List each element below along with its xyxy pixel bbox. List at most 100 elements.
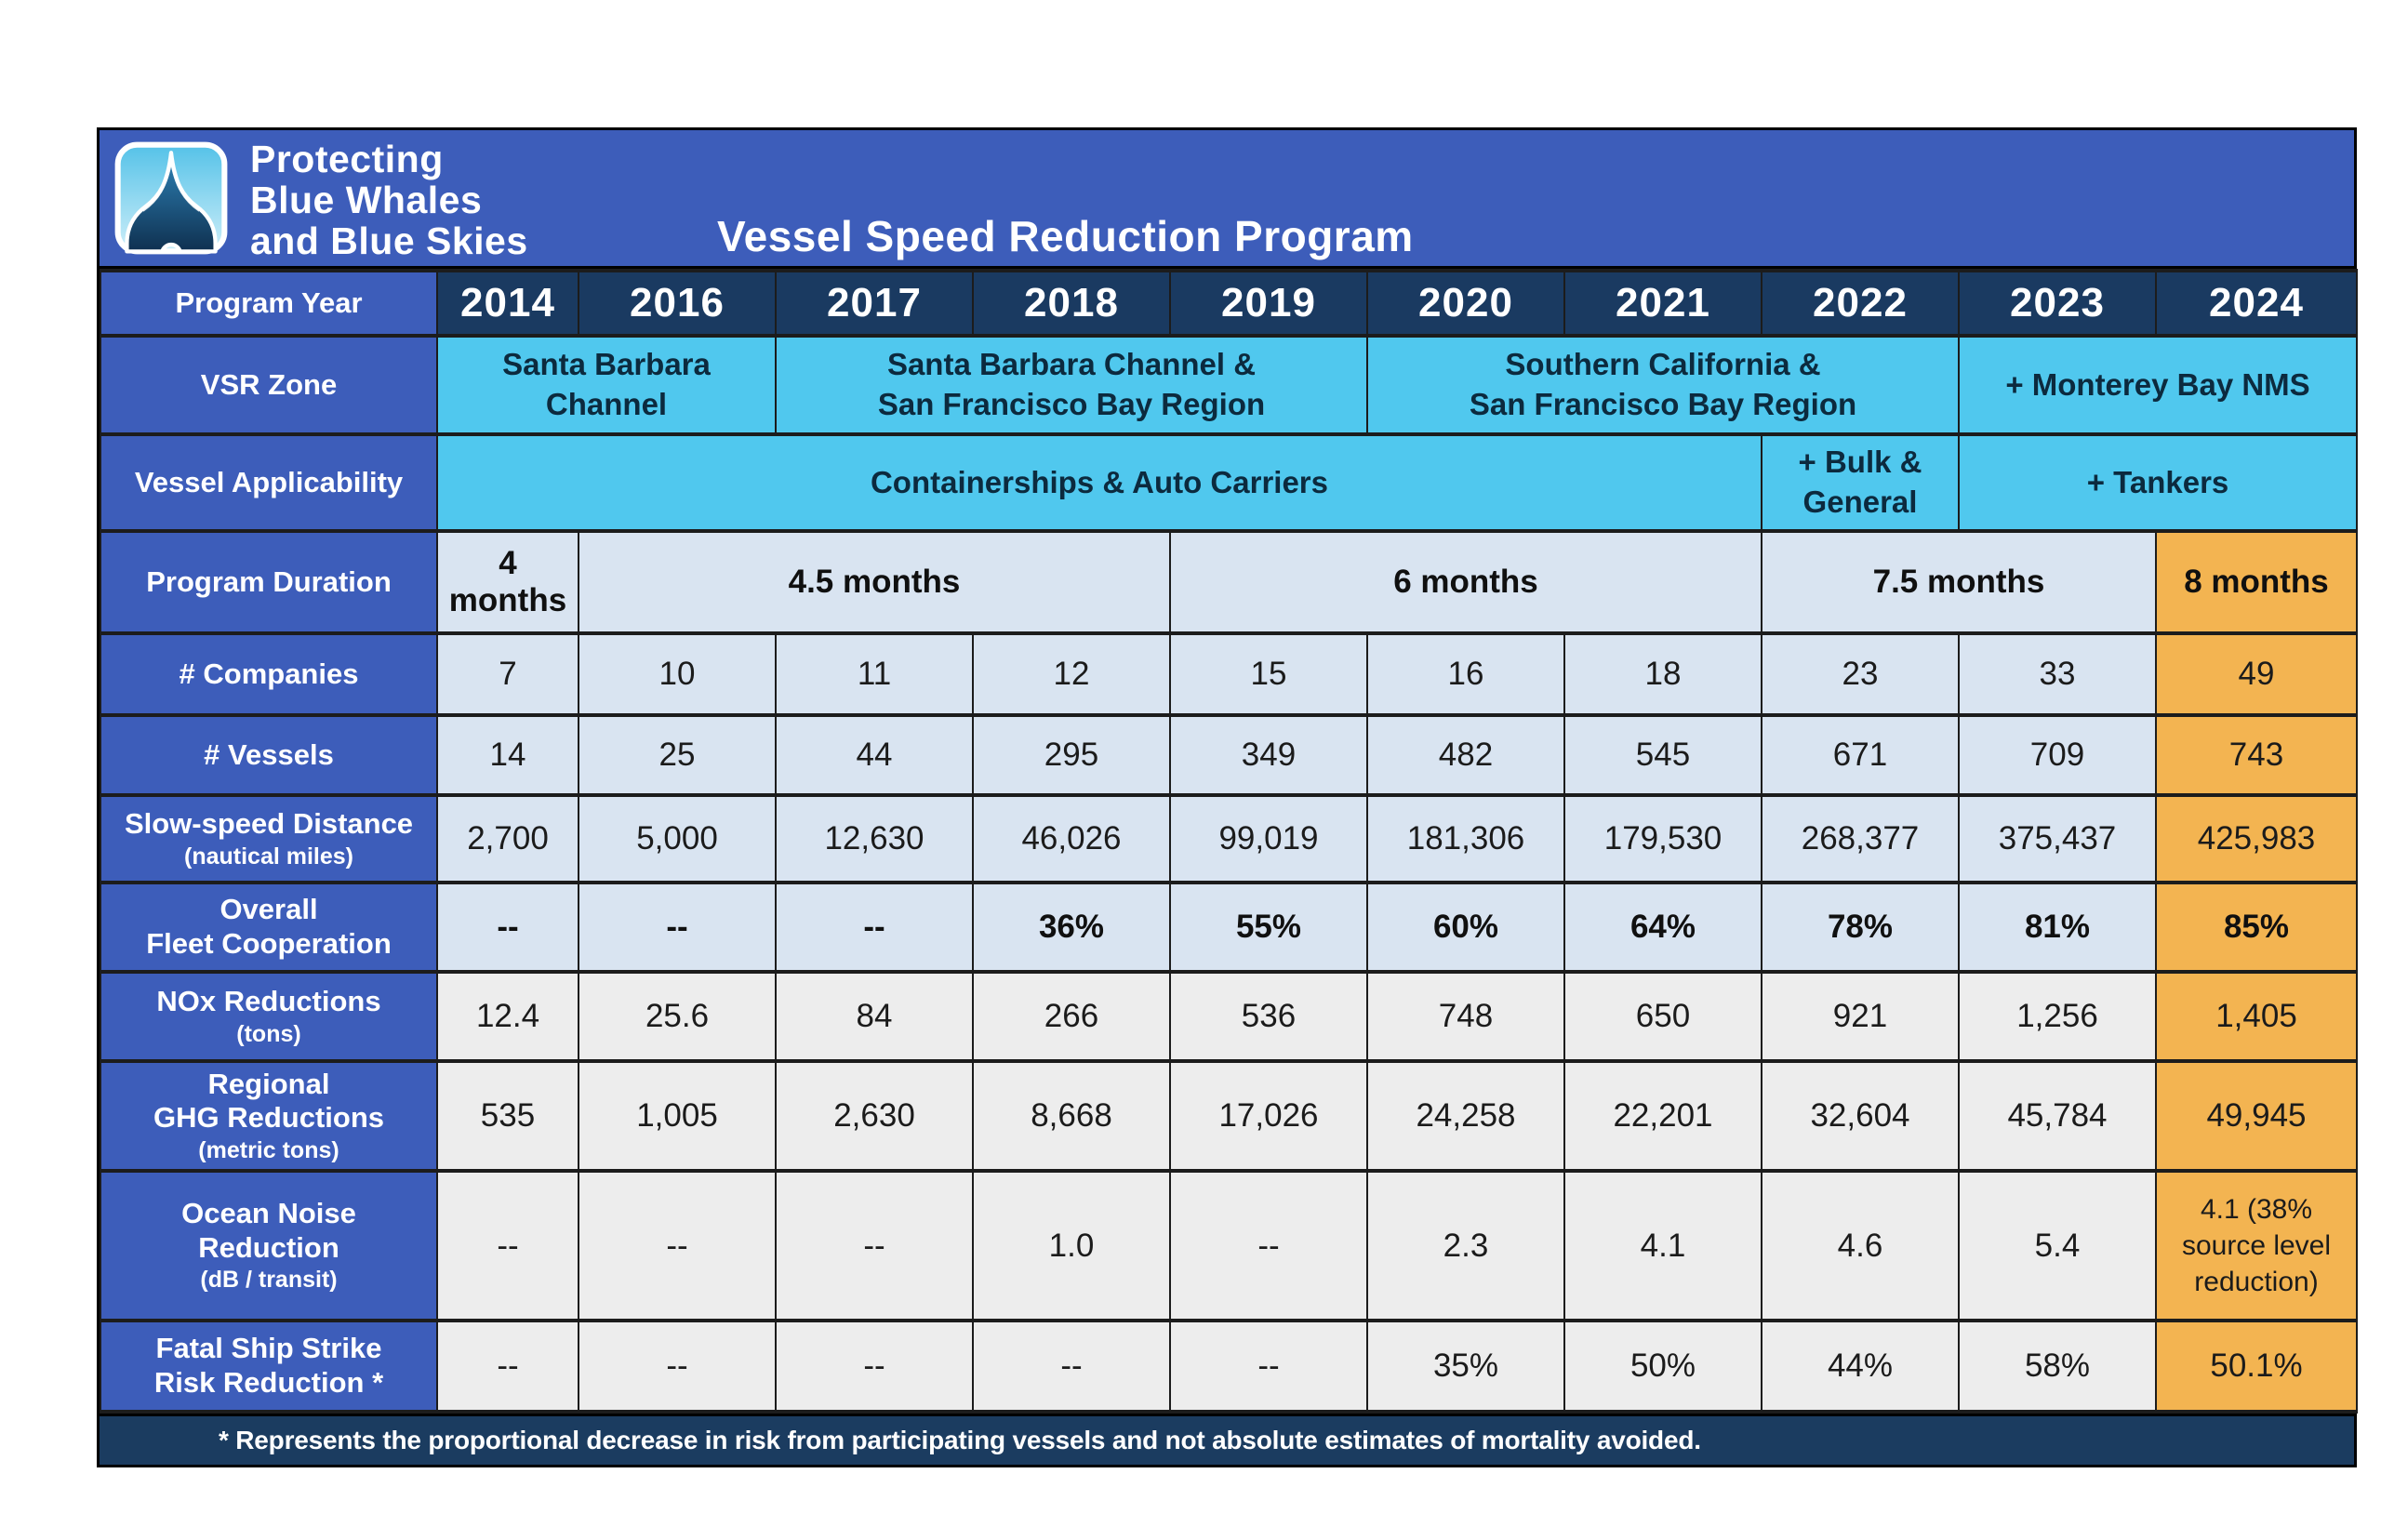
value-cell-ship-strike-2022: 44% <box>1761 1319 1960 1414</box>
value-cell-fleet-cooperation-2022: 78% <box>1761 881 1960 974</box>
value-cell-ship-strike-2024: 50.1% <box>2155 1319 2358 1414</box>
value-cell-vessels-2023: 709 <box>1958 713 2157 797</box>
value-cell-fleet-cooperation-2020: 60% <box>1366 881 1565 974</box>
row-label-ocean-noise: Ocean Noise Reduction (dB / transit) <box>100 1169 438 1322</box>
row-label-ghg-reductions: Regional GHG Reductions (metric tons) <box>100 1059 438 1173</box>
brand-wordmark: Protecting Blue Whales and Blue Skies <box>250 139 528 262</box>
value-cell-ocean-noise-2014: -- <box>436 1169 579 1322</box>
value-cell-slow-speed-distance-2016: 5,000 <box>578 793 777 884</box>
value-cell-ocean-noise-2021: 4.1 <box>1563 1169 1762 1322</box>
value-cell-companies-2022: 23 <box>1761 631 1960 717</box>
brand-line-2: Blue Whales <box>250 178 483 221</box>
row-label-companies: # Companies <box>100 631 438 717</box>
header-band: Protecting Blue Whales and Blue Skies Ve… <box>100 130 2354 269</box>
value-cell-nox-reductions-2022: 921 <box>1761 970 1960 1063</box>
value-cell-slow-speed-distance-2023: 375,437 <box>1958 793 2157 884</box>
value-cell-vessels-2021: 545 <box>1563 713 1762 797</box>
span-cell-vsr-zone: + Monterey Bay NMS <box>1958 334 2358 436</box>
value-cell-ocean-noise-2019: -- <box>1169 1169 1368 1322</box>
value-cell-nox-reductions-2016: 25.6 <box>578 970 777 1063</box>
whale-tail-icon <box>114 141 228 255</box>
value-cell-ghg-reductions-2023: 45,784 <box>1958 1059 2157 1173</box>
footnote-bar: * Represents the proportional decrease i… <box>100 1414 2354 1465</box>
table-row-ghg-reductions: Regional GHG Reductions (metric tons) 535 1… <box>100 1059 2358 1173</box>
value-cell-ship-strike-2014: -- <box>436 1319 579 1414</box>
row-sublabel-nox-reductions: (tons) <box>236 1020 301 1047</box>
value-cell-ship-strike-2019: -- <box>1169 1319 1368 1414</box>
table-row-companies: # Companies 7 10 11 12 15 16 18 23 33 49 <box>100 631 2358 717</box>
value-cell-companies-2014: 7 <box>436 631 579 717</box>
year-header-2018: 2018 <box>972 269 1171 338</box>
year-header-2016: 2016 <box>578 269 777 338</box>
vsr-program-poster: Protecting Blue Whales and Blue Skies Ve… <box>97 127 2358 1467</box>
year-header-2020: 2020 <box>1366 269 1565 338</box>
value-cell-companies-2019: 15 <box>1169 631 1368 717</box>
year-header-2024: 2024 <box>2155 269 2358 338</box>
value-cell-ship-strike-2018: -- <box>972 1319 1171 1414</box>
value-cell-slow-speed-distance-2018: 46,026 <box>972 793 1171 884</box>
year-header-2014: 2014 <box>436 269 579 338</box>
year-header-2022: 2022 <box>1761 269 1960 338</box>
value-cell-slow-speed-distance-2017: 12,630 <box>775 793 974 884</box>
value-cell-vessels-2022: 671 <box>1761 713 1960 797</box>
value-cell-nox-reductions-2019: 536 <box>1169 970 1368 1063</box>
row-sublabel-ocean-noise: (dB / transit) <box>200 1267 338 1294</box>
vsr-program-table: Program Year 2014 2016 2017 2018 2019 2020 2021… <box>100 269 2358 1414</box>
row-label-program-year: Program Year <box>100 269 438 338</box>
row-label-program-duration: Program Duration <box>100 529 438 635</box>
brand-line-3: and Blue Skies <box>250 219 528 262</box>
table-row-program-duration: Program Duration 4 months 4.5 months 6 mont… <box>100 529 2358 635</box>
year-header-2019: 2019 <box>1169 269 1368 338</box>
value-cell-fleet-cooperation-2018: 36% <box>972 881 1171 974</box>
value-cell-companies-2024: 49 <box>2155 631 2358 717</box>
value-cell-ship-strike-2017: -- <box>775 1319 974 1414</box>
span-cell-vsr-zone: Santa Barbara Channel <box>436 334 777 436</box>
value-cell-ghg-reductions-2024: 49,945 <box>2155 1059 2358 1173</box>
span-cell-vsr-zone: Southern California & San Francisco Bay … <box>1366 334 1960 436</box>
table-row-nox-reductions: NOx Reductions (tons) 12.4 25.6 84 266 536 748 6… <box>100 970 2358 1063</box>
value-cell-ocean-noise-2016: -- <box>578 1169 777 1322</box>
span-cell-program-duration: 4.5 months <box>578 529 1171 635</box>
year-header-2023: 2023 <box>1958 269 2157 338</box>
table-row-ship-strike: Fatal Ship Strike Risk Reduction * -- -- --… <box>100 1319 2358 1414</box>
span-cell-program-duration: 6 months <box>1169 529 1762 635</box>
value-cell-ocean-noise-2018: 1.0 <box>972 1169 1171 1322</box>
row-sublabel-ghg-reductions: (metric tons) <box>198 1136 339 1163</box>
table-row-ocean-noise: Ocean Noise Reduction (dB / transit) -- -- -… <box>100 1169 2358 1322</box>
value-cell-ghg-reductions-2018: 8,668 <box>972 1059 1171 1173</box>
value-cell-ghg-reductions-2014: 535 <box>436 1059 579 1173</box>
value-cell-vessels-2016: 25 <box>578 713 777 797</box>
footnote-text: * Represents the proportional decrease i… <box>219 1426 1701 1454</box>
value-cell-companies-2018: 12 <box>972 631 1171 717</box>
value-cell-vessels-2017: 44 <box>775 713 974 797</box>
value-cell-vessels-2019: 349 <box>1169 713 1368 797</box>
value-cell-nox-reductions-2021: 650 <box>1563 970 1762 1063</box>
row-label-ship-strike: Fatal Ship Strike Risk Reduction * <box>100 1319 438 1414</box>
page-title: Vessel Speed Reduction Program <box>717 212 1414 260</box>
value-cell-ship-strike-2016: -- <box>578 1319 777 1414</box>
value-cell-ghg-reductions-2022: 32,604 <box>1761 1059 1960 1173</box>
row-label-nox-reductions: NOx Reductions (tons) <box>100 970 438 1063</box>
value-cell-ship-strike-2020: 35% <box>1366 1319 1565 1414</box>
value-cell-fleet-cooperation-2021: 64% <box>1563 881 1762 974</box>
value-cell-nox-reductions-2014: 12.4 <box>436 970 579 1063</box>
table-row-vessel-applicability: Vessel Applicability Containerships & Aut… <box>100 432 2358 533</box>
value-cell-vessels-2024: 743 <box>2155 713 2358 797</box>
value-cell-ocean-noise-2023: 5.4 <box>1958 1169 2157 1322</box>
value-cell-ghg-reductions-2017: 2,630 <box>775 1059 974 1173</box>
value-cell-vessels-2018: 295 <box>972 713 1171 797</box>
value-cell-slow-speed-distance-2022: 268,377 <box>1761 793 1960 884</box>
value-cell-fleet-cooperation-2017: -- <box>775 881 974 974</box>
row-label-vsr-zone: VSR Zone <box>100 334 438 436</box>
span-cell-vessel-applicability: + Bulk & General <box>1761 432 1960 533</box>
span-cell-vessel-applicability: + Tankers <box>1958 432 2358 533</box>
value-cell-fleet-cooperation-2023: 81% <box>1958 881 2157 974</box>
row-label-vessels: # Vessels <box>100 713 438 797</box>
value-cell-ship-strike-2023: 58% <box>1958 1319 2157 1414</box>
value-cell-fleet-cooperation-2019: 55% <box>1169 881 1368 974</box>
value-cell-companies-2020: 16 <box>1366 631 1565 717</box>
value-cell-fleet-cooperation-2016: -- <box>578 881 777 974</box>
value-cell-nox-reductions-2018: 266 <box>972 970 1171 1063</box>
value-cell-ocean-noise-2022: 4.6 <box>1761 1169 1960 1322</box>
